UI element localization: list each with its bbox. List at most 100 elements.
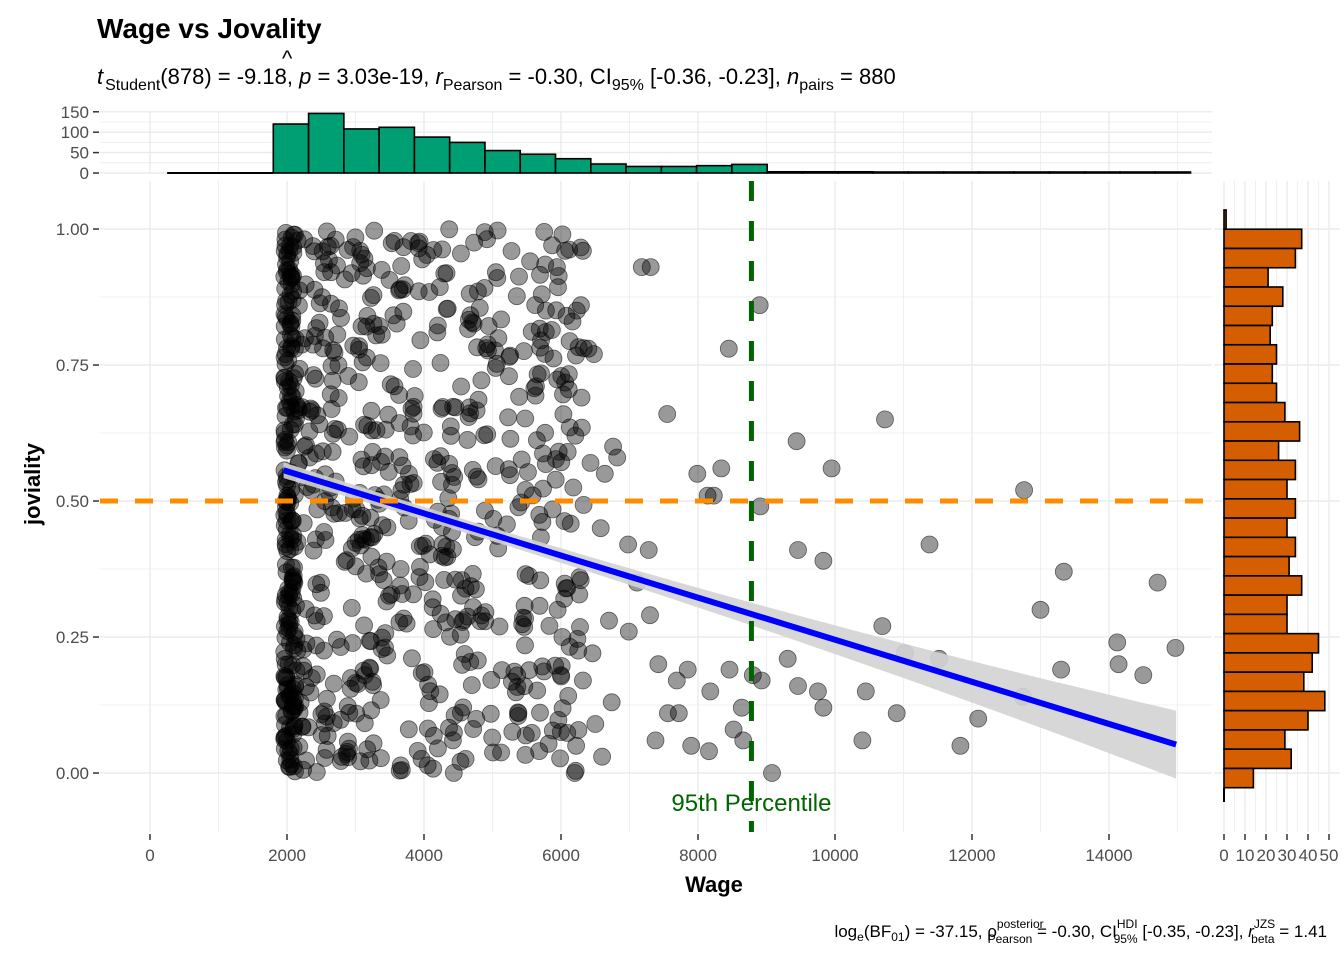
top-hist-bar bbox=[1083, 171, 1121, 174]
scatter-point bbox=[390, 448, 409, 467]
caption-ci-sub: 95% bbox=[1114, 932, 1138, 946]
scatter-point bbox=[430, 278, 449, 297]
chart-subtitle: t Student(878) = -9.18, p = 3.03e-19, rPe… bbox=[97, 64, 896, 94]
reference-lines: 95th Percentile bbox=[100, 181, 1212, 832]
top-hist-bar bbox=[942, 171, 980, 174]
scatter-point bbox=[294, 661, 313, 680]
scatter-point bbox=[305, 280, 324, 299]
scatter-point bbox=[476, 612, 495, 631]
scatter-point bbox=[283, 306, 302, 325]
scatter-point bbox=[360, 751, 379, 770]
right-hist-bar bbox=[1223, 575, 1303, 596]
scatter-point bbox=[486, 457, 505, 476]
right-hist-bar bbox=[1223, 228, 1303, 250]
scatter-point bbox=[280, 611, 299, 630]
scatter-point bbox=[479, 317, 498, 335]
scatter-point bbox=[313, 442, 332, 461]
right-hist-bar bbox=[1223, 266, 1269, 288]
scatter-point bbox=[371, 749, 390, 768]
scatter-point bbox=[304, 541, 323, 560]
scatter-point bbox=[487, 354, 506, 373]
right-hist-bar bbox=[1223, 247, 1297, 269]
scatter-point bbox=[286, 382, 305, 401]
right-hist-bar bbox=[1223, 767, 1255, 789]
scatter-point bbox=[451, 244, 470, 263]
scatter-point bbox=[440, 220, 459, 239]
scatter-point bbox=[362, 456, 381, 475]
y-tick-label: 0.75 bbox=[56, 356, 89, 375]
top-hist-bar bbox=[801, 170, 839, 174]
right-hist-tick-label: 40 bbox=[1299, 846, 1318, 865]
caption-bf-sub: 01 bbox=[891, 930, 905, 944]
scatter-point bbox=[451, 752, 470, 771]
subtitle-r-value: = -0.30, CI bbox=[502, 64, 611, 89]
scatter-point bbox=[572, 388, 591, 407]
scatter-point bbox=[353, 353, 372, 372]
scatter-point bbox=[391, 560, 410, 578]
scatter-point bbox=[528, 681, 547, 700]
scatter-point bbox=[549, 711, 568, 729]
scatter-point bbox=[503, 722, 522, 741]
x-axis-label: Wage bbox=[685, 872, 743, 897]
scatter-point bbox=[352, 450, 371, 469]
scatter-point bbox=[282, 558, 301, 577]
scatter-point bbox=[423, 598, 442, 617]
scatter-point bbox=[294, 640, 313, 659]
scatter-point bbox=[763, 764, 781, 782]
scatter-point bbox=[478, 335, 497, 354]
top-hist-bar bbox=[519, 153, 557, 174]
scatter-point bbox=[301, 683, 320, 702]
scatter-point bbox=[595, 464, 614, 483]
scatter-point bbox=[469, 470, 488, 489]
scatter-point bbox=[553, 225, 572, 244]
scatter-point bbox=[428, 316, 447, 335]
scatter-point bbox=[384, 306, 403, 325]
scatter-point bbox=[284, 243, 303, 262]
subtitle-r-label: r bbox=[436, 64, 445, 89]
scatter-point bbox=[373, 516, 392, 535]
scatter-point bbox=[566, 426, 585, 445]
scatter-point bbox=[560, 637, 579, 656]
scatter-point bbox=[282, 228, 301, 247]
scatter-point bbox=[579, 339, 598, 358]
scatter-point bbox=[688, 464, 707, 483]
scatter-point bbox=[508, 678, 527, 696]
scatter-point bbox=[365, 221, 384, 240]
scatter-point bbox=[454, 611, 473, 629]
scatter-point bbox=[297, 634, 316, 653]
scatter-point bbox=[585, 345, 603, 364]
scatter-point bbox=[526, 386, 545, 405]
top-hist-bar bbox=[978, 171, 1015, 174]
scatter-point bbox=[385, 377, 404, 396]
scatter-point bbox=[516, 480, 535, 499]
scatter-point bbox=[438, 547, 457, 566]
scatter-point bbox=[404, 360, 422, 378]
scatter-point bbox=[720, 660, 739, 679]
scatter-point bbox=[789, 677, 807, 695]
right-hist-bar bbox=[1223, 459, 1297, 481]
scatter-point bbox=[822, 459, 841, 478]
scatter-point bbox=[350, 337, 369, 356]
scatter-point bbox=[549, 442, 568, 461]
scatter-point bbox=[505, 662, 524, 681]
scatter-point bbox=[568, 630, 587, 648]
scatter-point bbox=[856, 682, 875, 701]
scatter-point bbox=[853, 731, 872, 750]
scatter-point bbox=[302, 669, 321, 687]
scatter-point bbox=[567, 301, 586, 320]
scatter-point bbox=[275, 730, 294, 749]
scatter-point bbox=[283, 415, 302, 434]
scatter-point bbox=[732, 698, 751, 717]
scatter-point bbox=[540, 617, 559, 635]
scatter-point bbox=[478, 230, 496, 249]
caption-bf-paren: (BF bbox=[864, 922, 891, 941]
scatter-point bbox=[285, 225, 304, 244]
scatter-point bbox=[641, 258, 660, 277]
scatter-point bbox=[411, 331, 430, 350]
scatter-point bbox=[552, 667, 571, 686]
scatter-point bbox=[284, 369, 303, 388]
scatter-point bbox=[437, 300, 456, 318]
right-hist-bar bbox=[1223, 729, 1286, 750]
top-hist-bar bbox=[272, 123, 310, 174]
scatter-point bbox=[489, 329, 508, 348]
